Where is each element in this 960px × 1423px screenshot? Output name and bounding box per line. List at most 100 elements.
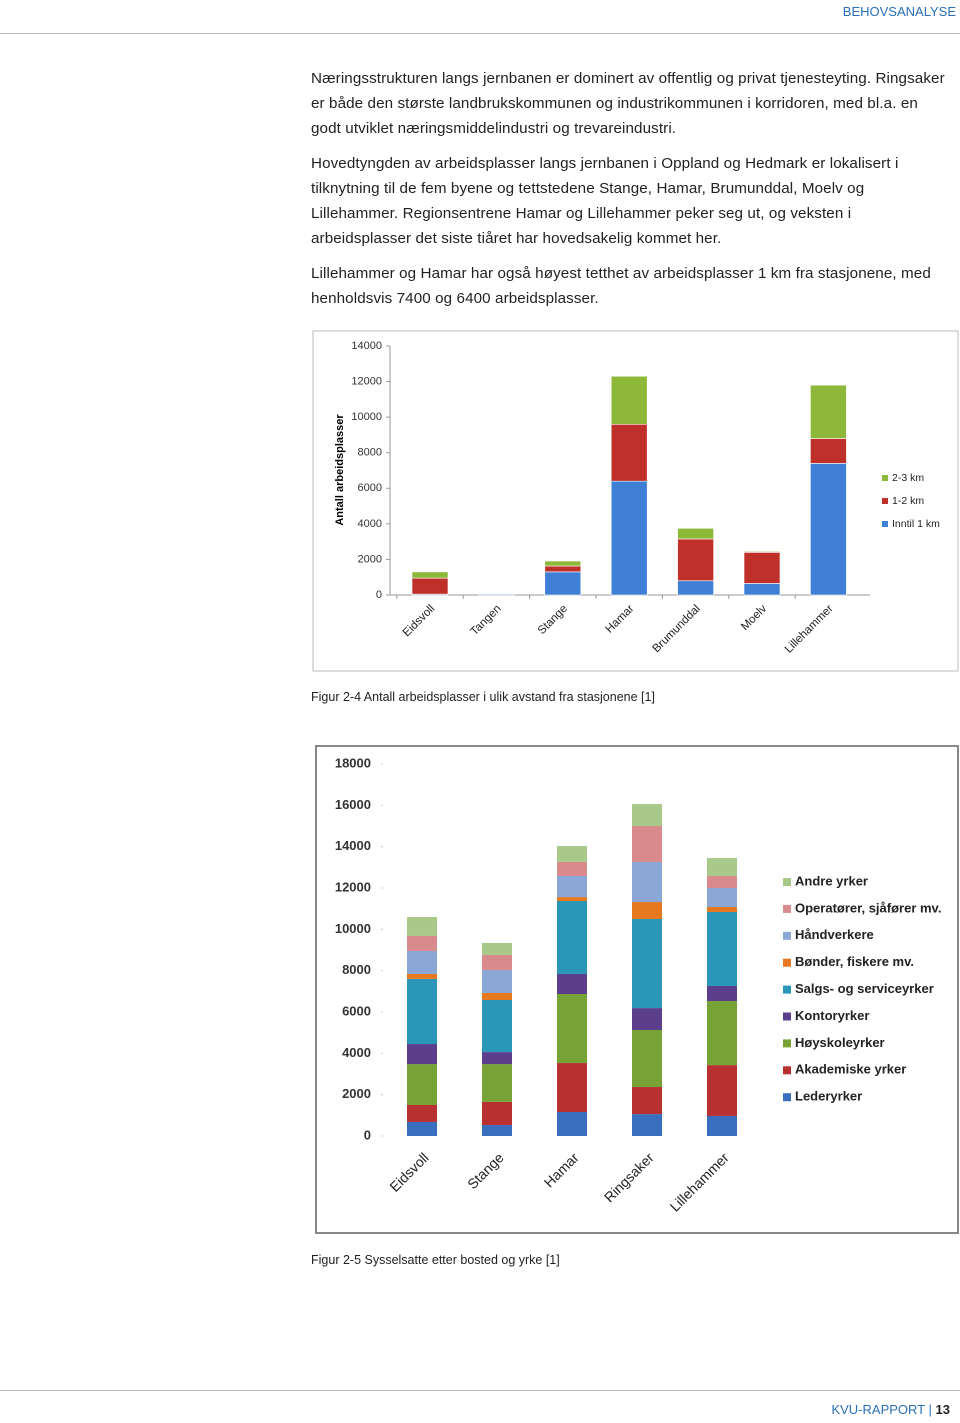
bar-segment — [677, 580, 714, 596]
y-tick-label: 12000 — [335, 879, 371, 894]
legend-label: Høyskoleyrker — [795, 1035, 885, 1050]
bar-segment — [677, 538, 714, 582]
bar-segment — [810, 384, 847, 439]
bar-segment — [411, 571, 449, 579]
y-tick-label: 8000 — [358, 447, 382, 459]
bar-segment — [707, 888, 737, 908]
bar-segment — [632, 1114, 662, 1136]
bar-segment — [482, 1000, 512, 1053]
header-rule — [0, 33, 960, 34]
bar-segment — [482, 954, 512, 971]
y-axis-title: Antall arbeidsplasser — [334, 414, 346, 526]
bar-segment — [482, 970, 512, 993]
legend-label: Operatører, sjåfører mv. — [795, 900, 941, 915]
footer: KVU-RAPPORT | 13 — [831, 1402, 950, 1417]
paragraph: Næringsstrukturen langs jernbanen er dom… — [311, 70, 945, 137]
y-tick-label: 4000 — [342, 1045, 371, 1060]
y-tick-label: 0 — [364, 1127, 371, 1142]
bar-segment — [557, 897, 587, 902]
y-tick-label: 14000 — [335, 838, 371, 853]
legend-label: Lederyrker — [795, 1089, 862, 1104]
page-number: 13 — [935, 1402, 950, 1417]
bar-segment — [407, 1064, 437, 1105]
bar-segment — [557, 861, 587, 877]
bar-segment — [482, 1064, 512, 1102]
legend-label: 2-3 km — [892, 472, 924, 484]
legend-swatch — [783, 1012, 791, 1021]
legend-swatch — [783, 1093, 791, 1102]
bar-segment — [557, 901, 587, 974]
legend-label: Salgs- og serviceyrker — [795, 981, 934, 996]
bar-segment — [707, 1001, 737, 1066]
bar-segment — [707, 911, 737, 986]
figure-caption: Figur 2-5 Sysselsatte etter bosted og yr… — [311, 1253, 560, 1267]
legend-swatch — [783, 878, 791, 886]
bar-segment — [632, 1008, 662, 1030]
bar-segment — [677, 528, 714, 540]
bar-segment — [707, 1115, 737, 1136]
footer-label: KVU-RAPPORT — [831, 1402, 925, 1417]
figure-caption: Figur 2-4 Antall arbeidsplasser i ulik a… — [311, 690, 655, 704]
bar-segment — [557, 973, 587, 995]
legend-swatch — [783, 1066, 791, 1075]
legend-label: Andre yrker — [795, 873, 868, 888]
legend-label: Bønder, fiskere mv. — [795, 954, 914, 969]
bar-segment — [482, 1101, 512, 1126]
bar-segment — [810, 463, 847, 596]
legend-label: 1-2 km — [892, 495, 924, 507]
bar-segment — [407, 916, 437, 936]
legend-swatch — [783, 931, 791, 940]
legend-swatch — [783, 904, 791, 913]
bar-segment — [743, 551, 781, 553]
y-tick-label: 0 — [376, 589, 382, 601]
header-title: BEHOVSANALYSE — [842, 4, 956, 19]
legend-label: Håndverkere — [795, 927, 874, 942]
bar-segment — [544, 565, 582, 573]
bar-segment — [632, 919, 662, 1009]
bar-segment — [482, 942, 512, 955]
legend-label: Akademiske yrker — [795, 1062, 906, 1077]
y-tick-label: 6000 — [358, 482, 382, 494]
bar-segment — [632, 1029, 662, 1088]
bar-segment — [707, 907, 737, 912]
body-text: Næringsstrukturen langs jernbanen er dom… — [311, 66, 951, 321]
legend-label: Inntil 1 km — [892, 518, 940, 530]
bar-segment — [632, 804, 662, 826]
bar-segment — [707, 876, 737, 888]
bar-segment — [407, 951, 437, 974]
bar-segment — [482, 1125, 512, 1136]
bar-segment — [610, 375, 648, 425]
y-tick-label: 2000 — [342, 1086, 371, 1101]
bar-segment — [632, 1087, 662, 1115]
bar-segment — [632, 861, 662, 903]
legend-swatch — [783, 958, 791, 967]
bar-segment — [557, 994, 587, 1064]
y-tick-label: 12000 — [351, 375, 382, 387]
bar-segment — [707, 1065, 737, 1116]
footer-rule — [0, 1390, 960, 1391]
bar-segment — [557, 876, 587, 898]
bar-segment — [478, 593, 515, 596]
y-tick-label: 2000 — [358, 553, 382, 565]
bar-segment — [407, 935, 437, 952]
bar-segment — [544, 560, 582, 567]
paragraph: Hovedtyngden av arbeidsplasser langs jer… — [311, 155, 899, 247]
legend-swatch — [882, 521, 888, 527]
legend-swatch — [882, 475, 888, 481]
bar-segment — [707, 858, 737, 877]
bar-segment — [407, 978, 437, 1045]
y-tick-label: 10000 — [351, 411, 382, 423]
bar-segment — [544, 571, 582, 596]
bar-segment — [707, 985, 737, 1002]
charts: 0 2000 4000 6000 8000 10000 12000 14000 Antall a… — [312, 330, 959, 1234]
bar-segment — [743, 583, 781, 596]
bar-segment — [407, 1044, 437, 1065]
bar-segment — [411, 577, 449, 595]
bar-segment — [557, 846, 587, 862]
bar-segment — [407, 1105, 437, 1122]
legend-label: Kontoryrker — [795, 1008, 869, 1023]
legend-swatch — [783, 1039, 791, 1048]
bar-segment — [810, 438, 847, 464]
bar-segment — [743, 552, 781, 584]
